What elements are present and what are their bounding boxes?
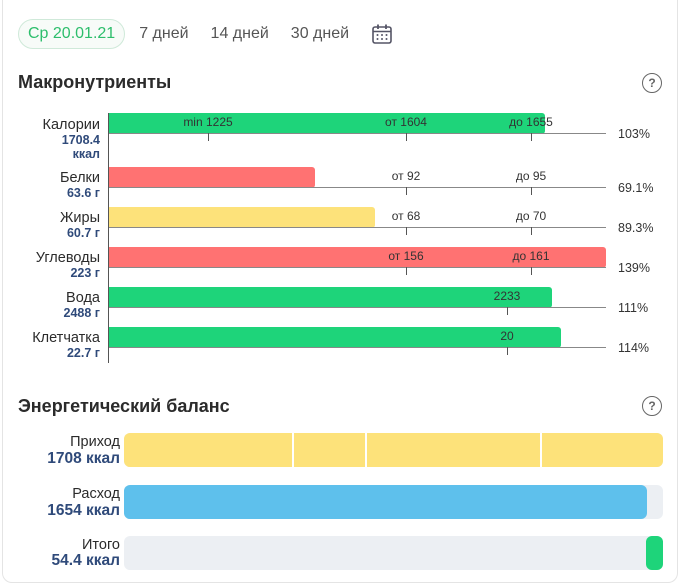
tick [531, 187, 532, 195]
macros-title: Макронутриенты [18, 72, 172, 92]
tick [507, 347, 508, 355]
date-range-tabs: Ср 20.01.21 7 дней 14 дней 30 дней [18, 18, 393, 50]
energy-label: Расход [72, 486, 120, 502]
macros-axis [108, 113, 109, 363]
energy-row-intake: Приход 1708 ккал [0, 433, 680, 473]
macro-percent: 103% [618, 127, 650, 141]
macro-value: 2488 г [63, 306, 101, 320]
tick [406, 227, 407, 235]
baseline [109, 267, 606, 268]
baseline [109, 347, 606, 348]
energy-label: Приход [70, 434, 120, 450]
macro-row-fat: Жиры 60.7 г от 68 до 70 89.3% [0, 207, 680, 247]
tick [507, 307, 508, 315]
macro-row-calories: Калории 1708.4 ккал min 1225 от 1604 до … [0, 113, 680, 161]
segment-divider [292, 433, 294, 467]
tick-label: от 1604 [385, 115, 427, 129]
macro-unit: ккал [72, 147, 100, 161]
energy-track [124, 433, 663, 467]
macro-name: Клетчатка [32, 330, 100, 346]
baseline [109, 133, 606, 134]
calendar-icon[interactable] [371, 23, 393, 45]
baseline [109, 307, 606, 308]
tick-label: до 95 [515, 169, 547, 183]
tick [531, 227, 532, 235]
macro-row-water: Вода 2488 г 2233 111% [0, 287, 680, 327]
segment-divider [365, 433, 367, 467]
energy-bar [124, 485, 647, 519]
macros-help-icon[interactable]: ? [642, 73, 662, 93]
macro-name: Углеводы [35, 250, 100, 266]
energy-row-expense: Расход 1654 ккал [0, 485, 680, 525]
tick-label: min 1225 [183, 115, 233, 129]
macro-percent: 69.1% [618, 181, 654, 195]
tab-current-day[interactable]: Ср 20.01.21 [18, 19, 126, 49]
energy-value: 1708 ккал [47, 450, 120, 467]
tick [531, 267, 532, 275]
macro-row-fiber: Клетчатка 22.7 г 20 114% [0, 327, 680, 367]
baseline [109, 187, 606, 188]
tick [406, 187, 407, 195]
macro-percent: 89.3% [618, 221, 654, 235]
segment-divider [540, 433, 542, 467]
energy-value: 54.4 ккал [51, 552, 120, 569]
macro-value: 1708.4 [61, 133, 100, 147]
macro-name: Калории [42, 117, 100, 133]
tick-label: до 1655 [509, 115, 553, 129]
macro-name: Жиры [60, 210, 100, 226]
energy-title: Энергетический баланс [18, 396, 230, 416]
macro-bar [109, 113, 545, 134]
tick-label: 20 [500, 329, 514, 343]
macro-bar [109, 167, 315, 188]
energy-value: 1654 ккал [47, 502, 120, 519]
tab-14-days[interactable]: 14 дней [210, 25, 269, 42]
tick-label: от 68 [391, 209, 421, 223]
energy-label: Итого [82, 537, 120, 553]
tick-label: до 70 [515, 209, 547, 223]
macro-value: 22.7 г [66, 346, 100, 360]
tick-label: 2233 [493, 289, 521, 303]
macro-bar [109, 207, 375, 228]
macro-value: 60.7 г [66, 226, 100, 240]
tick [208, 133, 209, 141]
tick [406, 133, 407, 141]
macro-bar [109, 247, 606, 268]
macro-value: 63.6 г [66, 186, 100, 200]
macro-bar [109, 327, 561, 348]
macro-value: 223 г [70, 266, 100, 280]
energy-row-total: Итого 54.4 ккал [0, 536, 680, 576]
tick-label: от 92 [391, 169, 421, 183]
macro-percent: 139% [618, 261, 650, 275]
tick-label: от 156 [388, 249, 424, 263]
energy-track [124, 485, 663, 519]
macro-percent: 111% [618, 301, 649, 315]
tick [406, 267, 407, 275]
macro-bar [109, 287, 552, 308]
tab-30-days[interactable]: 30 дней [290, 25, 350, 42]
macro-name: Вода [66, 290, 100, 306]
tick [531, 133, 532, 141]
energy-bar [124, 433, 663, 467]
tab-7-days[interactable]: 7 дней [139, 25, 189, 42]
baseline [109, 227, 606, 228]
macro-row-carbs: Углеводы 223 г от 156 до 161 139% [0, 247, 680, 287]
macro-name: Белки [59, 170, 100, 186]
macro-percent: 114% [618, 341, 650, 355]
energy-help-icon[interactable]: ? [642, 396, 662, 416]
energy-bar [645, 536, 663, 570]
energy-track [124, 536, 663, 570]
tick-label: до 161 [512, 249, 550, 263]
macro-row-protein: Белки 63.6 г от 92 до 95 69.1% [0, 167, 680, 207]
